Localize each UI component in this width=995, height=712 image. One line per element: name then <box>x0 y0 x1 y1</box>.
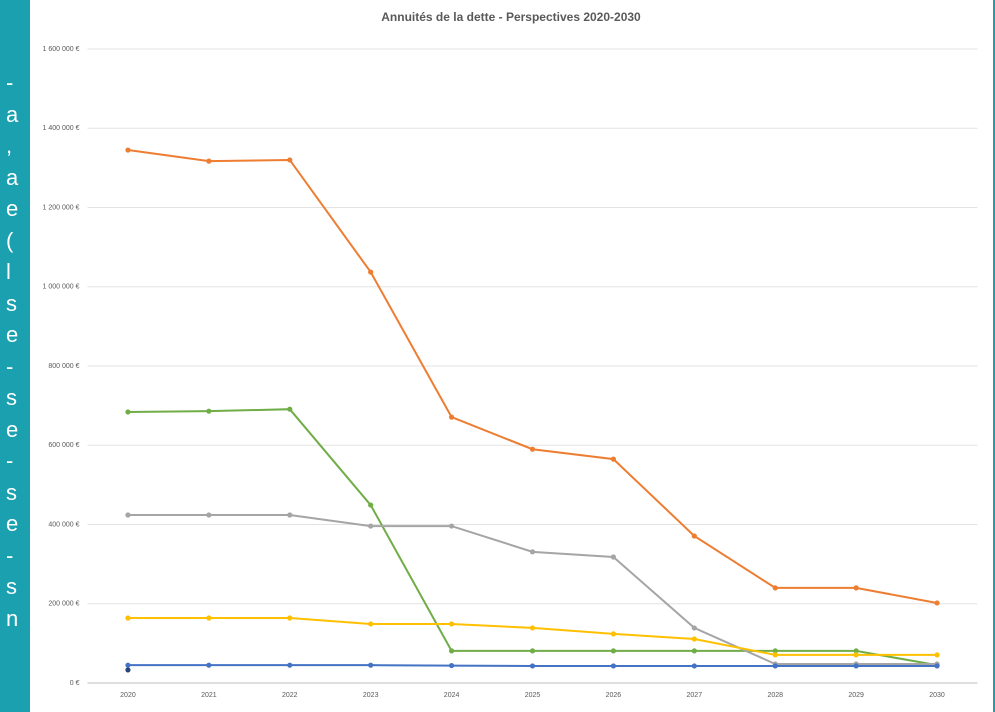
point <box>691 636 697 642</box>
x-tick-label: 2025 <box>525 692 541 699</box>
side-char: s <box>6 479 17 505</box>
point <box>772 663 778 669</box>
point <box>287 157 293 163</box>
point <box>125 512 131 518</box>
point <box>610 456 617 462</box>
point <box>206 615 212 621</box>
point <box>853 652 859 658</box>
y-tick-label: 200 000 € <box>48 601 79 608</box>
x-tick-label: 2020 <box>120 692 136 699</box>
point <box>691 625 697 631</box>
y-tick-label: 1 600 000 € <box>43 46 80 53</box>
chart-title: Annuités de la dette - Perspectives 2020… <box>381 10 641 24</box>
point <box>287 615 293 621</box>
side-char: e <box>6 196 19 221</box>
point <box>610 631 617 637</box>
x-tick-label: 2028 <box>767 692 783 699</box>
point <box>529 549 536 555</box>
chart: Annuités de la dette - Perspectives 2020… <box>30 0 993 712</box>
x-tick-label: 2027 <box>687 692 703 699</box>
point <box>934 600 940 606</box>
side-char: e <box>6 416 19 442</box>
side-char: l <box>6 259 11 284</box>
y-tick-label: 1 200 000 € <box>43 204 80 211</box>
point <box>691 663 697 669</box>
y-tick-label: 1 400 000 € <box>43 125 80 132</box>
side-char: - <box>6 542 14 568</box>
side-strip: - a, a e(l s e - s e - s e - s n <box>0 0 28 712</box>
point <box>529 648 536 654</box>
point <box>125 615 131 621</box>
point <box>206 158 212 164</box>
point <box>691 648 697 654</box>
y-tick-label: 1 000 000 € <box>43 284 80 291</box>
x-tick-label: 2029 <box>848 692 864 699</box>
point <box>206 408 212 414</box>
point <box>448 662 455 669</box>
side-char: a <box>6 164 19 190</box>
point <box>448 414 455 420</box>
point <box>448 621 455 627</box>
point <box>853 648 859 654</box>
x-tick-label: 2022 <box>282 692 298 699</box>
point <box>287 662 293 668</box>
y-tick-label: 400 000 € <box>48 521 79 528</box>
series-line <box>127 149 938 604</box>
point <box>772 652 778 658</box>
point <box>853 663 859 669</box>
point <box>206 512 212 518</box>
point <box>934 663 940 669</box>
point <box>368 662 374 668</box>
point <box>772 585 778 591</box>
point <box>934 652 940 658</box>
side-char: - <box>6 70 14 95</box>
point <box>368 502 374 508</box>
side-char: a <box>6 101 19 127</box>
point <box>529 625 536 631</box>
y-tick-label: 800 000 € <box>48 363 79 370</box>
y-tick-label: 600 000 € <box>48 442 79 449</box>
point <box>610 663 617 669</box>
side-char: , <box>6 133 13 158</box>
side-char: e <box>6 511 19 536</box>
point <box>448 523 455 529</box>
point <box>125 147 131 153</box>
series-line <box>127 513 938 665</box>
x-tick-label: 2026 <box>606 692 622 699</box>
point <box>368 621 374 627</box>
point <box>772 648 778 654</box>
side-char: ( <box>6 227 14 253</box>
point <box>125 409 131 415</box>
point <box>368 269 374 275</box>
side-char: s <box>6 385 17 410</box>
side-char: - <box>6 448 14 473</box>
point <box>287 512 293 518</box>
side-char: s <box>6 290 17 316</box>
point <box>691 533 697 539</box>
y-tick-label: 0 € <box>70 680 80 687</box>
x-tick-label: 2030 <box>929 692 945 699</box>
point <box>448 648 455 654</box>
point <box>125 662 131 668</box>
point <box>368 523 374 529</box>
point <box>529 446 536 452</box>
point <box>610 648 617 654</box>
side-char: s <box>6 574 17 599</box>
point <box>206 662 212 668</box>
point <box>125 667 131 673</box>
point <box>853 585 859 591</box>
point <box>287 406 293 412</box>
point <box>610 554 617 560</box>
side-char: e <box>6 322 19 347</box>
x-tick-label: 2024 <box>444 692 460 699</box>
point <box>529 663 536 669</box>
side-char: - <box>6 353 14 379</box>
x-tick-label: 2023 <box>363 692 379 699</box>
side-char: n <box>6 605 19 631</box>
x-tick-label: 2021 <box>201 692 217 699</box>
